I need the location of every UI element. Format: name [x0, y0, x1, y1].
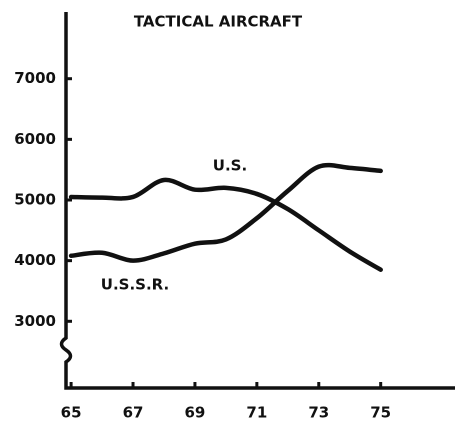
x-tick-label: 71	[246, 404, 267, 422]
x-tick-label: 65	[61, 404, 82, 422]
axes	[59, 12, 455, 390]
series-label: U.S.	[213, 157, 247, 175]
x-tick-label: 67	[123, 404, 144, 422]
y-tick-label: 5000	[14, 191, 56, 209]
x-tick-label: 73	[308, 404, 329, 422]
y-tick-label: 4000	[14, 251, 56, 269]
series-label: U.S.S.R.	[101, 276, 169, 294]
series-line	[68, 162, 383, 263]
chart-title: TACTICAL AIRCRAFT	[134, 13, 303, 31]
y-tick-label: 6000	[14, 130, 56, 148]
x-tick-label: 75	[370, 404, 391, 422]
series-line	[68, 177, 383, 272]
y-tick-label: 3000	[14, 312, 56, 330]
y-tick-label: 7000	[14, 69, 56, 87]
x-tick-label: 69	[184, 404, 205, 422]
